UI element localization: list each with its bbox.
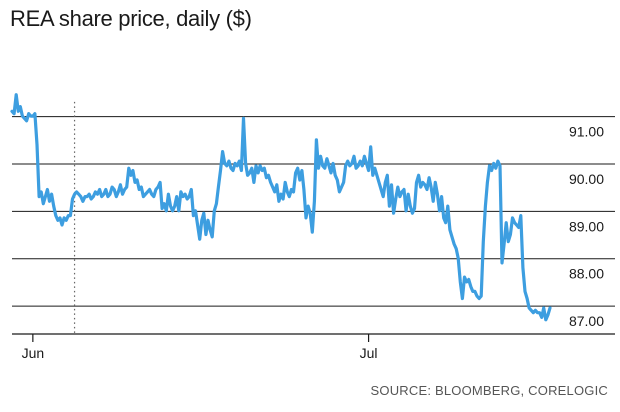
chart-title: REA share price, daily ($) <box>10 6 252 31</box>
y-tick-label: 88.00 <box>569 266 604 282</box>
y-tick-label: 89.00 <box>569 218 604 234</box>
source-note: SOURCE: BLOOMBERG, CORELOGIC <box>370 383 608 398</box>
x-tick-label: Jun <box>22 345 45 361</box>
y-axis-labels: 91.00 90.00 89.00 88.00 87.00 <box>569 124 604 330</box>
x-tick-label: Jul <box>360 345 378 361</box>
x-axis-ticks: Jun Jul <box>22 334 378 361</box>
price-series-line <box>10 93 552 322</box>
y-tick-label: 90.00 <box>569 171 604 187</box>
y-tick-label: 91.00 <box>569 124 604 140</box>
y-tick-label: 87.00 <box>569 313 604 329</box>
